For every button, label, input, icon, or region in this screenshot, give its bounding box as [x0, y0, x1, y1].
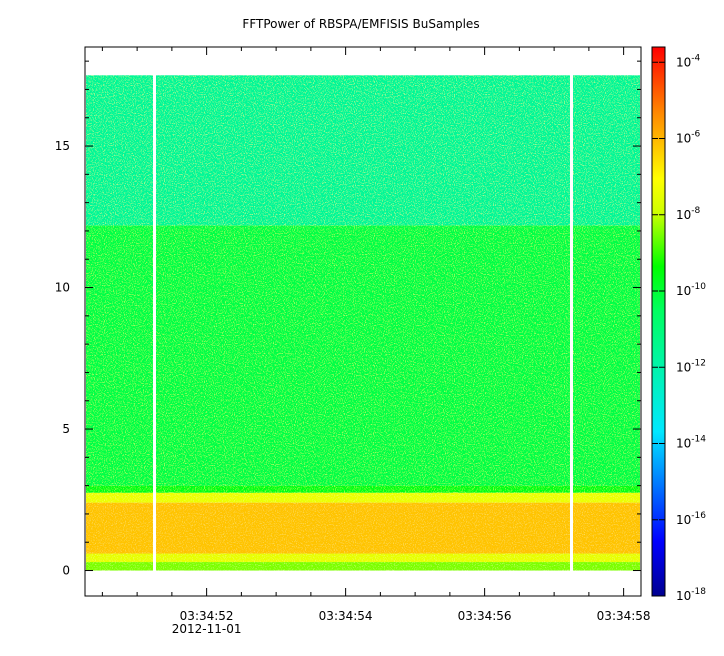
- power-band: [86, 562, 640, 571]
- data-gap: [570, 74, 573, 572]
- x-tick-date-label: 2012-11-01: [172, 622, 242, 636]
- power-band: [86, 553, 640, 563]
- y-tick-label: 10: [55, 281, 70, 295]
- x-tick-label: 03:34:52: [180, 609, 234, 623]
- colorbar-ticks: 10-4 10-6 10-8 10-10 10-12 10-14 10-16 10-18: [652, 53, 706, 603]
- power-band: [86, 485, 640, 493]
- spectrogram-plot-area: [84, 46, 642, 597]
- frequency-bands: [86, 75, 640, 571]
- colorbar-tick-label: 10-8: [676, 206, 701, 222]
- y-tick-label: 0: [62, 564, 70, 578]
- colorbar-gradient: [651, 46, 666, 597]
- colorbar-tick-label: 10-18: [676, 587, 706, 603]
- colorbar-tick-label: 10-12: [676, 358, 706, 374]
- x-tick-label: 03:34:58: [597, 609, 651, 623]
- x-tick-label: 03:34:56: [458, 609, 512, 623]
- data-gap: [153, 74, 156, 572]
- data-gaps: [153, 74, 573, 572]
- colorbar-tick-label: 10-6: [676, 130, 701, 146]
- y-tick-label: 5: [62, 422, 70, 436]
- colorbar-tick-label: 10-16: [676, 511, 706, 527]
- colorbar-tick-label: 10-10: [676, 282, 706, 298]
- colorbar: 10-4 10-6 10-8 10-10 10-12 10-14 10-16 10-18: [651, 46, 706, 603]
- chart-title: FFTPower of RBSPA/EMFISIS BuSamples: [242, 17, 480, 31]
- power-band: [86, 502, 640, 554]
- x-tick-label: 03:34:54: [319, 609, 373, 623]
- colorbar-tick-label: 10-14: [676, 435, 706, 451]
- colorbar-tick-label: 10-4: [676, 53, 701, 69]
- plot-frame: [84, 46, 642, 597]
- power-band: [86, 75, 640, 226]
- power-band: [86, 492, 640, 503]
- y-tick-label: 15: [55, 139, 70, 153]
- power-band: [86, 225, 640, 486]
- y-axis: 0 5 10 15: [55, 60, 641, 578]
